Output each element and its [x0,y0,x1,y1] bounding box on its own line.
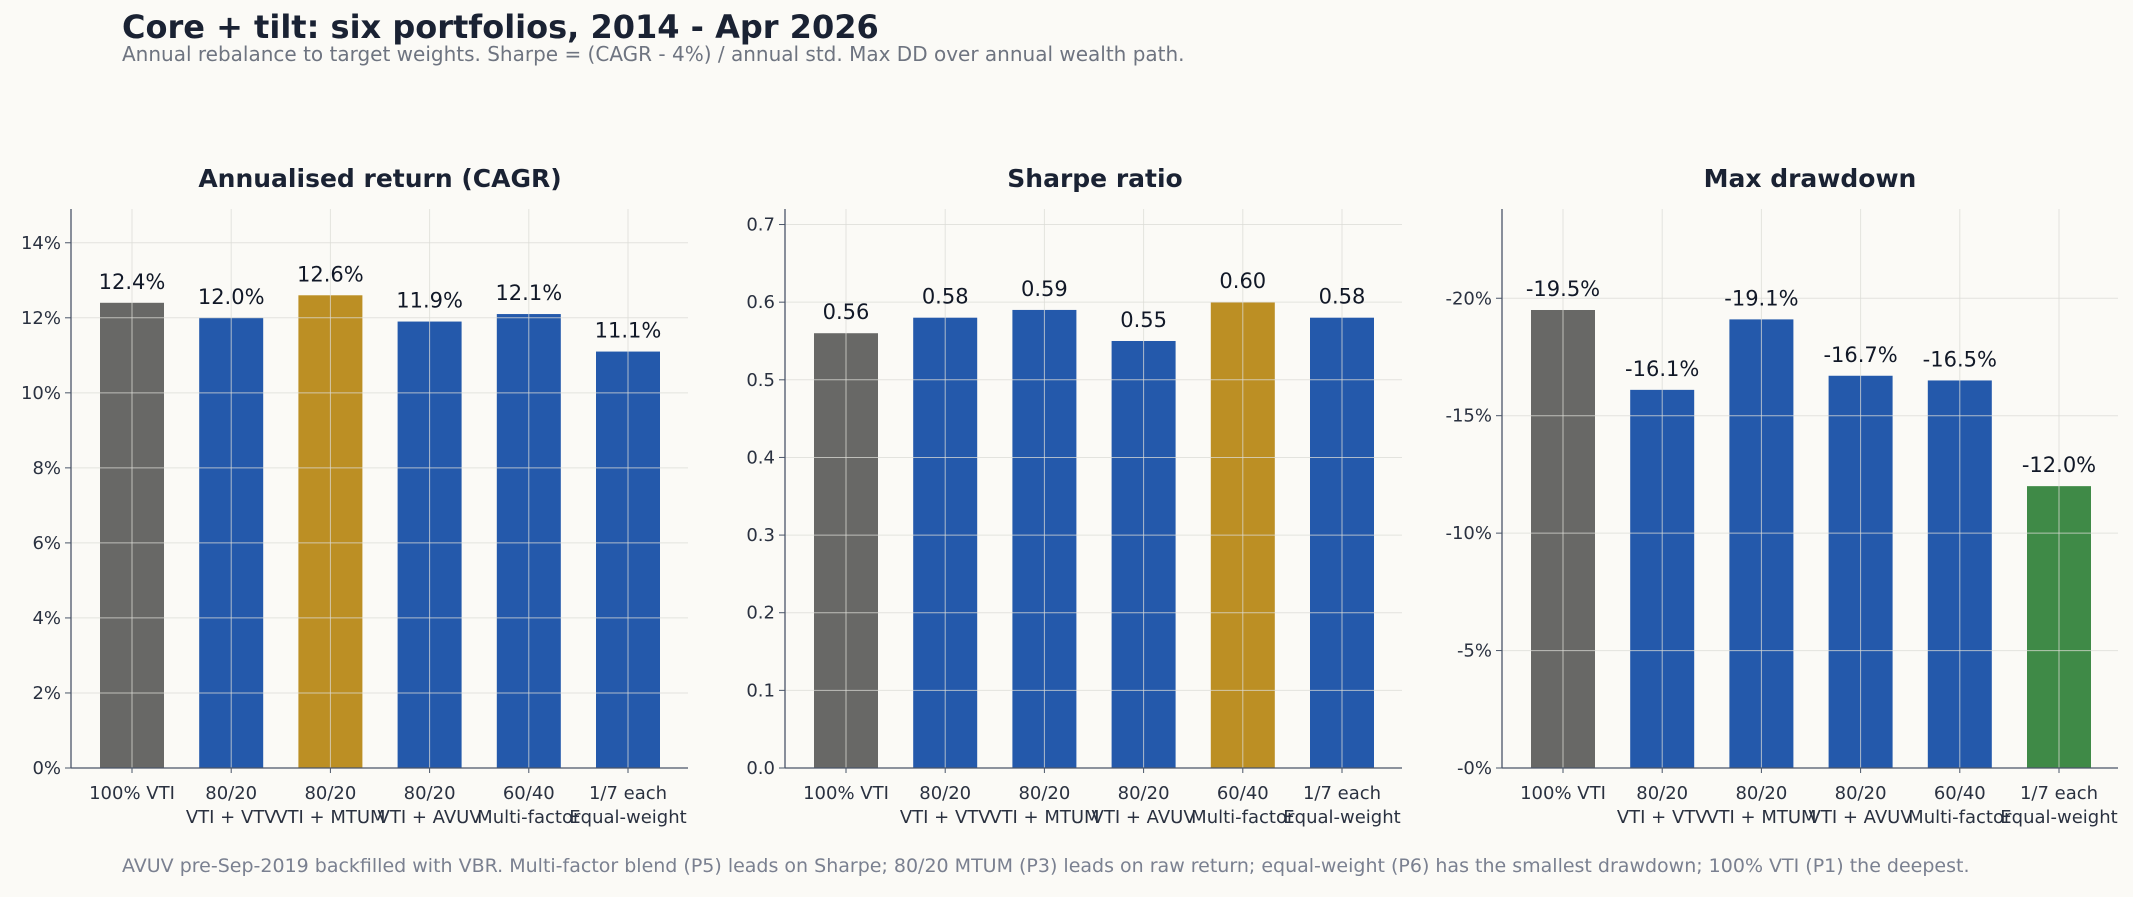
chart-2-xtick-label-1-1: VTI + VTV [1617,807,1708,828]
chart-1-xtick-label-3-0: 80/20 [1118,783,1170,804]
chart-2-value-label-5: -12.0% [2022,453,2096,477]
chart-0-title: Annualised return (CAGR) [198,164,561,193]
chart-0-value-label-1: 12.0% [198,285,265,309]
chart-1-value-label-3: 0.55 [1120,308,1167,332]
chart-0-xtick-label-5-1: Equal-weight [569,807,686,828]
chart-2-ytick-label-4: -20% [1445,288,1492,309]
chart-0-value-label-4: 12.1% [495,281,562,305]
chart-2-title: Max drawdown [1704,164,1917,193]
chart-1-xtick-label-1-0: 80/20 [919,783,971,804]
chart-2-ytick-label-3: -15% [1445,406,1492,427]
chart-1-value-label-5: 0.58 [1319,285,1366,309]
chart-1-ytick-label-1: 0.1 [746,680,775,701]
chart-2-xtick-label-5-0: 1/7 each [2020,783,2098,804]
chart-1-ytick-label-7: 0.7 [746,215,775,236]
chart-2-ytick-label-1: -5% [1457,641,1492,662]
chart-0-ytick-label-1: 2% [32,683,61,704]
chart-1-xtick-label-3-1: VTI + AVUV [1092,807,1197,828]
chart-1-title: Sharpe ratio [1007,164,1182,193]
chart-2-ytick-label-0: -0% [1457,758,1492,779]
chart-2-value-label-2: -19.1% [1724,286,1798,310]
chart-0-xtick-label-4-0: 60/40 [503,783,555,804]
chart-0-xtick-label-4-1: Multi-factor [477,807,581,828]
chart-0-ytick-label-3: 6% [32,533,61,554]
chart-2-ytick-label-2: -10% [1445,523,1492,544]
chart-2-xtick-label-2-1: VTI + MTUM [1706,807,1816,828]
chart-2-xtick-label-5-1: Equal-weight [2000,807,2117,828]
chart-0-ytick-label-0: 0% [32,758,61,779]
page-subtitle: Annual rebalance to target weights. Shar… [122,42,1185,66]
chart-2-xtick-label-0-0: 100% VTI [1520,783,1606,804]
chart-2-xtick-label-3-0: 80/20 [1835,783,1887,804]
chart-1-value-label-4: 0.60 [1219,269,1266,293]
page-title: Core + tilt: six portfolios, 2014 - Apr … [122,8,879,46]
chart-0-ytick-label-2: 4% [32,608,61,629]
chart-1-xtick-label-4-0: 60/40 [1217,783,1269,804]
chart-0-value-label-5: 11.1% [595,319,662,343]
chart-2-value-label-4: -16.5% [1923,347,1997,371]
chart-0-ytick-label-5: 10% [21,383,61,404]
chart-2-value-label-0: -19.5% [1526,277,1600,301]
chart-0-value-label-0: 12.4% [99,270,166,294]
chart-1-value-label-2: 0.59 [1021,277,1068,301]
chart-1-xtick-label-1-1: VTI + VTV [900,807,991,828]
chart-0-xtick-label-0-0: 100% VTI [89,783,175,804]
chart-1-value-label-0: 0.56 [823,300,870,324]
chart-1-ytick-label-2: 0.2 [746,603,775,624]
chart-1-ytick-label-3: 0.3 [746,525,775,546]
chart-2-xtick-label-3-1: VTI + AVUV [1809,807,1914,828]
chart-0-ytick-label-7: 14% [21,233,61,254]
chart-2-xtick-label-1-0: 80/20 [1636,783,1688,804]
chart-0-xtick-label-2-1: VTI + MTUM [275,807,385,828]
chart-2-value-label-1: -16.1% [1625,357,1699,381]
chart-0-xtick-label-1-0: 80/20 [205,783,257,804]
chart-1-ytick-label-5: 0.5 [746,370,775,391]
chart-2-xtick-label-4-1: Multi-factor [1908,807,2012,828]
chart-0-ytick-label-6: 12% [21,308,61,329]
chart-0-xtick-label-5-0: 1/7 each [589,783,667,804]
chart-2-xtick-label-4-0: 60/40 [1934,783,1986,804]
chart-2-xtick-label-2-0: 80/20 [1735,783,1787,804]
chart-1-ytick-label-4: 0.4 [746,447,775,468]
chart-1-xtick-label-2-1: VTI + MTUM [989,807,1099,828]
chart-0-ytick-label-4: 8% [32,458,61,479]
chart-0-xtick-label-3-1: VTI + AVUV [378,807,483,828]
chart-1-xtick-label-0-0: 100% VTI [803,783,889,804]
chart-0-value-label-3: 11.9% [396,289,463,313]
chart-1-xtick-label-5-0: 1/7 each [1303,783,1381,804]
chart-2-value-label-3: -16.7% [1823,343,1897,367]
chart-1-xtick-label-5-1: Equal-weight [1283,807,1400,828]
chart-1-ytick-label-0: 0.0 [746,758,775,779]
chart-1-ytick-label-6: 0.6 [746,292,775,313]
chart-1-xtick-label-2-0: 80/20 [1018,783,1070,804]
chart-0-value-label-2: 12.6% [297,262,364,286]
chart-0-xtick-label-2-0: 80/20 [304,783,356,804]
footnote: AVUV pre-Sep-2019 backfilled with VBR. M… [122,855,1970,877]
chart-1-value-label-1: 0.58 [922,285,969,309]
chart-1-xtick-label-4-1: Multi-factor [1191,807,1295,828]
chart-0-xtick-label-3-0: 80/20 [404,783,456,804]
chart-0-xtick-label-1-1: VTI + VTV [186,807,277,828]
